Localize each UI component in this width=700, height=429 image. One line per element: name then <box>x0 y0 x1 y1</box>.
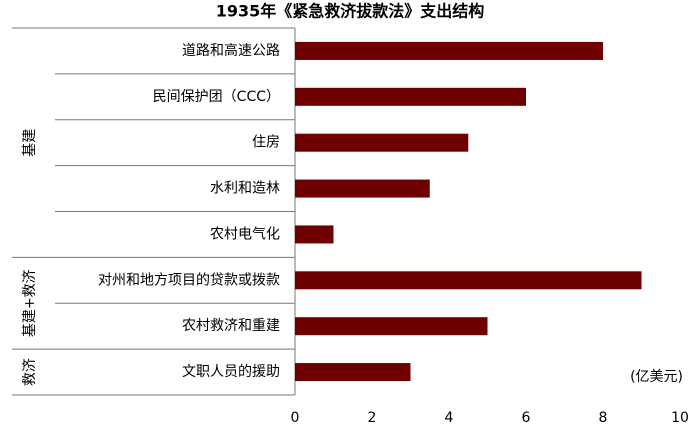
chart-title: 1935年《紧急救济拔款法》支出结构 <box>216 2 485 21</box>
x-tick-label: 8 <box>599 410 608 426</box>
x-tick-label: 4 <box>445 410 454 426</box>
x-tick-label: 0 <box>291 410 300 426</box>
y-tick-label: 农村电气化 <box>210 226 280 242</box>
y-tick-label: 农村救济和重建 <box>182 318 280 334</box>
bar <box>295 225 334 244</box>
y-tick-label: 对州和地方项目的贷款或拨款 <box>98 272 280 288</box>
y-tick-label: 道路和高速公路 <box>182 42 280 59</box>
y-tick-label: 住房 <box>252 135 280 151</box>
x-tick-label: 10 <box>671 410 689 426</box>
group-label: 基建 <box>21 129 38 157</box>
group-label: 基建+救济 <box>21 269 38 337</box>
unit-label: (亿美元) <box>630 369 683 385</box>
bar <box>295 363 411 382</box>
group-label: 救济 <box>22 358 38 386</box>
y-tick-label: 民间保护团（CCC） <box>153 89 280 105</box>
x-tick-label: 6 <box>522 410 531 426</box>
bar <box>295 41 603 60</box>
y-tick-label: 文职人员的援助 <box>182 364 280 380</box>
y-tick-label: 水利和造林 <box>210 181 280 197</box>
bar <box>295 271 642 290</box>
x-tick-label: 2 <box>368 410 377 426</box>
bar <box>295 133 469 152</box>
bar <box>295 87 526 106</box>
bar <box>295 317 488 336</box>
bar <box>295 179 430 198</box>
